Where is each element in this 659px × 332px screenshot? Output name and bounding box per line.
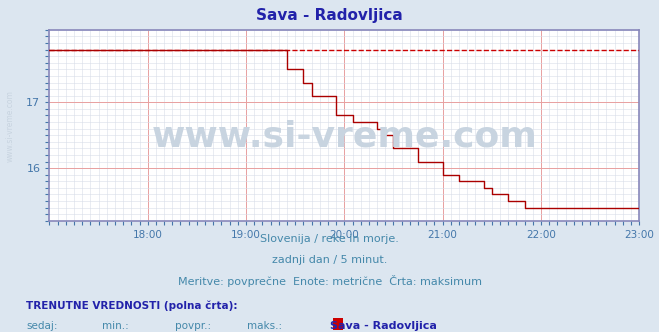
Text: Slovenija / reke in morje.: Slovenija / reke in morje. <box>260 234 399 244</box>
Text: www.si-vreme.com: www.si-vreme.com <box>5 90 14 162</box>
Text: Sava - Radovljica: Sava - Radovljica <box>256 8 403 23</box>
Text: maks.:: maks.: <box>247 321 282 331</box>
Text: min.:: min.: <box>102 321 129 331</box>
Text: zadnji dan / 5 minut.: zadnji dan / 5 minut. <box>272 255 387 265</box>
Text: Sava - Radovljica: Sava - Radovljica <box>330 321 436 331</box>
Text: povpr.:: povpr.: <box>175 321 211 331</box>
Text: TRENUTNE VREDNOSTI (polna črta):: TRENUTNE VREDNOSTI (polna črta): <box>26 300 238 311</box>
Text: www.si-vreme.com: www.si-vreme.com <box>152 120 537 154</box>
Text: sedaj:: sedaj: <box>26 321 58 331</box>
Text: Meritve: povprečne  Enote: metrične  Črta: maksimum: Meritve: povprečne Enote: metrične Črta:… <box>177 275 482 287</box>
